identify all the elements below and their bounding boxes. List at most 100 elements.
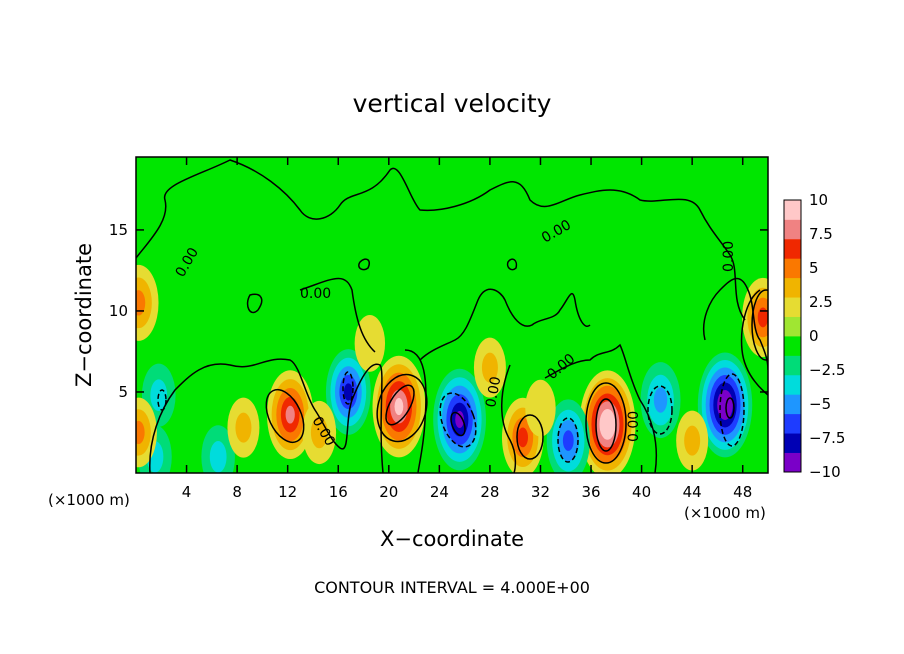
contour-line: [595, 398, 617, 452]
heatmap-field: 0.00 0.00 0.00 0.00 0.00 0.00 0.00 0.00: [136, 157, 768, 473]
heatmap-blob: [343, 383, 353, 401]
x-tick-label: 28: [480, 483, 499, 501]
colorbar-swatch: [784, 452, 801, 473]
x-tick-label: 40: [632, 483, 651, 501]
colorbar-swatch: [784, 316, 801, 337]
plot-frame: [135, 156, 769, 474]
x-tick-label: 20: [379, 483, 398, 501]
y-tick-label: 10: [109, 302, 128, 320]
x-unit-left-label: (×1000 m): [48, 491, 130, 509]
contour-line: [751, 289, 768, 361]
contour-label: 0.00: [626, 411, 642, 442]
heatmap-blob: [603, 416, 612, 433]
x-tick-label: 24: [430, 483, 449, 501]
contour-line: [376, 373, 428, 443]
contour-line: [404, 349, 427, 473]
colorbar-swatch: [784, 413, 801, 434]
chart-title: vertical velocity: [353, 89, 552, 118]
heatmap-blob: [235, 412, 252, 443]
x-axis: 4 8 12 16 20 24 28 32 36 40 44 48: [182, 157, 752, 501]
x-tick-label: 36: [581, 483, 600, 501]
contour-line: [265, 388, 305, 444]
colorbar-tick-label: 2.5: [809, 293, 833, 311]
y-tick-label: 5: [118, 383, 128, 401]
heatmap-blob: [136, 290, 146, 316]
colorbar-swatch: [784, 374, 801, 395]
colorbar: 10 7.5 5 2.5 0 −2.5 −5 −7.5 −10: [783, 191, 845, 481]
contour-line: [516, 414, 544, 460]
heatmap-blob: [209, 440, 227, 473]
heatmap-blob: [562, 430, 574, 451]
x-tick-label: 48: [733, 483, 752, 501]
contour-line: [358, 258, 371, 271]
colorbar-swatch: [784, 433, 801, 453]
contour-line: [557, 417, 579, 463]
heatmap-blob: [481, 352, 498, 383]
colorbar-swatch: [784, 336, 801, 356]
y-axis: 5 10 15: [109, 221, 768, 401]
contour-line: [246, 293, 263, 314]
contour-label: 0.00: [483, 375, 504, 408]
x-tick-label: 44: [683, 483, 702, 501]
contour-line: [450, 411, 466, 437]
contour-line: [725, 397, 735, 419]
x-tick-label: 8: [232, 483, 242, 501]
colorbar-swatch: [784, 394, 801, 415]
heatmap-blob: [455, 411, 464, 429]
x-tick-label: 16: [329, 483, 348, 501]
contour-line: [740, 289, 768, 396]
contour-line: [385, 384, 415, 426]
contour-line: [439, 392, 477, 448]
colorbar-tick-label: −2.5: [809, 361, 845, 379]
heatmap-blob: [757, 307, 768, 328]
colorbar-tick-label: 10: [809, 191, 828, 209]
heatmap-blob: [394, 398, 404, 416]
contour-line: [544, 343, 658, 473]
contour-line: [157, 389, 167, 411]
colorbar-tick-label: 0: [809, 327, 819, 345]
contour-line: [299, 277, 376, 353]
heatmap-blob: [684, 425, 701, 456]
colorbar-swatch: [784, 258, 801, 279]
colorbar-swatch: [784, 297, 801, 317]
y-axis-title: Z−coordinate: [72, 243, 96, 387]
x-tick-label: 4: [182, 483, 192, 501]
heatmap-blob: [136, 420, 145, 445]
colorbar-swatch: [784, 277, 801, 298]
colorbar-swatch: [784, 238, 801, 259]
x-tick-label: 32: [531, 483, 550, 501]
colorbar-tick-label: −5: [809, 395, 831, 413]
contour-line: [149, 358, 384, 473]
colorbar-tick-label: 5: [809, 259, 819, 277]
heatmap-blob: [354, 314, 386, 372]
contour-line: [703, 277, 768, 371]
heatmap-blob: [517, 427, 528, 448]
heatmap-blob: [653, 387, 668, 413]
x-unit-right-label: (×1000 m): [684, 504, 766, 522]
colorbar-tick-label: 7.5: [809, 225, 833, 243]
contour-label: 0.00: [300, 286, 331, 302]
contour-line: [136, 159, 746, 321]
contour-interval-text: CONTOUR INTERVAL = 4.000E+00: [314, 578, 590, 597]
contour-label: 0.00: [721, 241, 737, 272]
contour-line: [585, 382, 627, 464]
colorbar-frame: [783, 199, 802, 473]
x-axis-title: X−coordinate: [380, 527, 524, 551]
heatmap-blob: [525, 379, 556, 437]
colorbar-swatch: [784, 200, 801, 220]
colorbar-swatch: [784, 355, 801, 376]
colorbar-tick-label: −7.5: [809, 429, 845, 447]
contour-lines: [136, 159, 768, 473]
y-tick-label: 15: [109, 221, 128, 239]
colorbar-swatch: [784, 219, 801, 240]
x-tick-label: 12: [278, 483, 297, 501]
contour-line: [506, 258, 518, 271]
heatmap-blob: [285, 405, 295, 424]
colorbar-tick-label: −10: [809, 463, 841, 481]
contour-line: [419, 288, 591, 361]
contour-line: [647, 385, 673, 435]
contour-line: [342, 371, 354, 405]
contour-line: [719, 373, 745, 447]
contour-line: [501, 364, 517, 473]
